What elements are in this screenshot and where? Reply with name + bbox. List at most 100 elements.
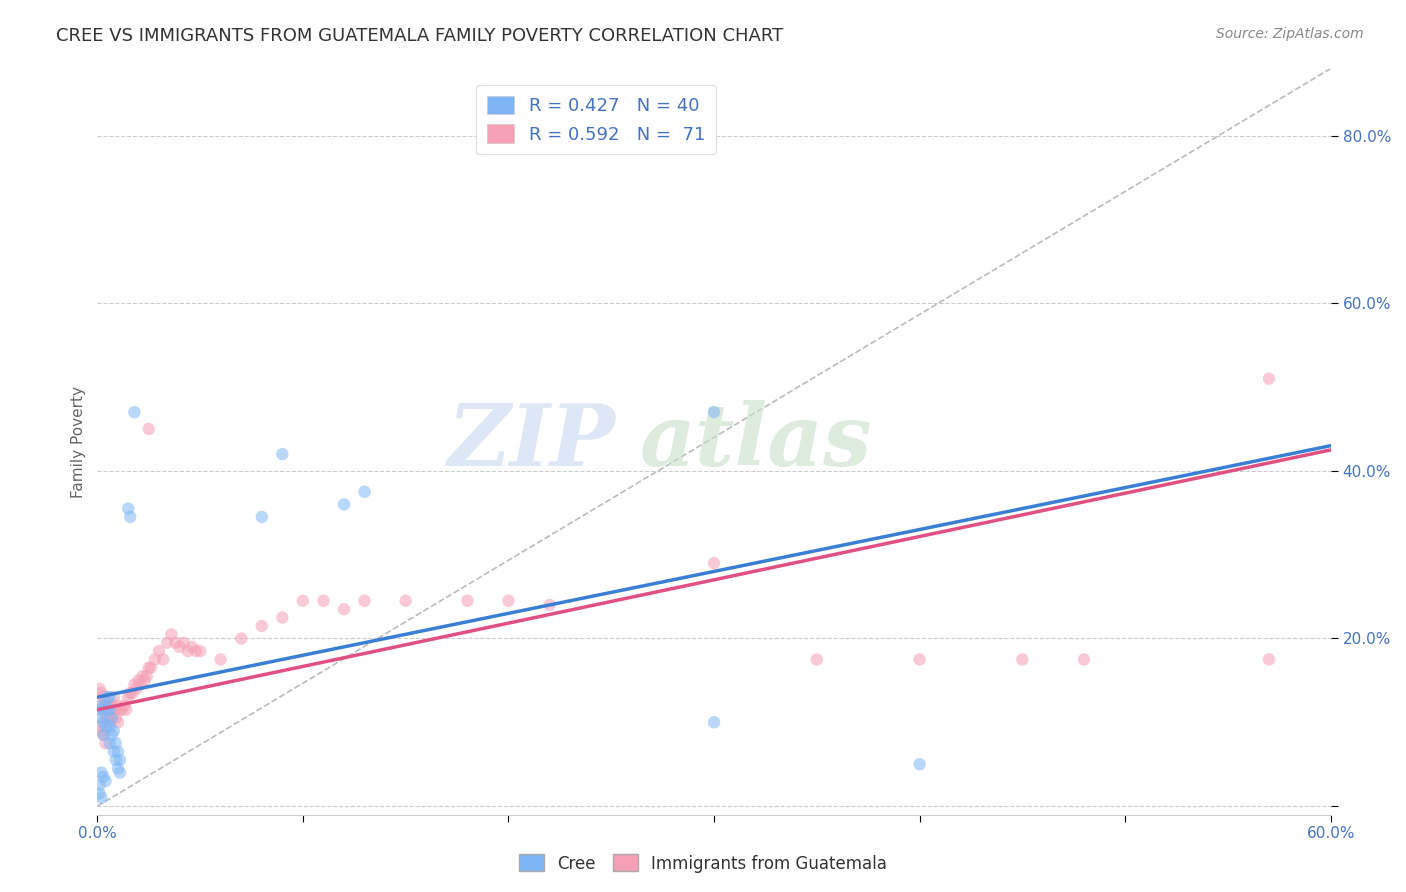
Point (353, 484, 375, 499)
Point (94, 774, 117, 789)
Point (93, 703, 115, 717)
Point (165, 635, 187, 649)
Point (333, 602, 356, 616)
Point (173, 635, 195, 649)
Point (97, 703, 120, 717)
Point (108, 753, 131, 767)
Point (108, 765, 131, 780)
Point (104, 711, 127, 725)
Point (93, 728, 115, 742)
Point (98, 690, 121, 705)
Point (124, 405, 146, 419)
Point (143, 652, 166, 666)
Text: CREE VS IMMIGRANTS FROM GUATEMALA FAMILY POVERTY CORRELATION CHART: CREE VS IMMIGRANTS FROM GUATEMALA FAMILY… (56, 27, 783, 45)
Point (250, 619, 273, 633)
Legend: Cree, Immigrants from Guatemala: Cree, Immigrants from Guatemala (512, 847, 894, 880)
Point (498, 594, 520, 608)
Point (98, 703, 121, 717)
Y-axis label: Family Poverty: Family Poverty (72, 385, 86, 498)
Point (104, 736, 127, 750)
Point (333, 497, 356, 511)
Point (90, 723, 112, 738)
Point (129, 677, 152, 691)
Point (1258, 652, 1281, 666)
Point (94, 719, 117, 733)
Point (134, 673, 156, 688)
Point (138, 422, 160, 436)
Point (177, 644, 200, 658)
Point (93, 690, 115, 705)
Point (94, 711, 117, 725)
Point (908, 757, 931, 772)
Point (97, 690, 120, 705)
Point (1011, 652, 1033, 666)
Point (908, 652, 931, 666)
Point (100, 711, 122, 725)
Point (806, 652, 828, 666)
Point (703, 715, 725, 730)
Point (115, 703, 138, 717)
Point (152, 652, 174, 666)
Point (100, 711, 122, 725)
Point (271, 447, 294, 461)
Point (107, 761, 129, 775)
Point (100, 728, 122, 742)
Point (184, 644, 207, 658)
Point (127, 673, 149, 688)
Point (188, 644, 211, 658)
Point (103, 723, 125, 738)
Point (90, 698, 112, 713)
Point (90, 686, 112, 700)
Point (353, 594, 375, 608)
Point (104, 753, 127, 767)
Point (100, 698, 122, 713)
Point (121, 686, 143, 700)
Point (250, 510, 273, 524)
Point (103, 745, 125, 759)
Point (180, 640, 202, 654)
Point (89, 787, 111, 801)
Point (312, 594, 335, 608)
Point (456, 594, 478, 608)
Point (117, 501, 139, 516)
Text: ZIP: ZIP (447, 400, 616, 483)
Point (112, 698, 135, 713)
Point (160, 627, 183, 641)
Legend: R = 0.427   N = 40, R = 0.592   N =  71: R = 0.427 N = 40, R = 0.592 N = 71 (477, 85, 716, 154)
Point (138, 661, 160, 675)
Point (120, 510, 142, 524)
Point (93, 770, 115, 784)
Point (107, 698, 129, 713)
Point (94, 698, 117, 713)
Point (148, 644, 170, 658)
Point (98, 736, 121, 750)
Point (97, 698, 120, 713)
Point (90, 711, 112, 725)
Point (124, 677, 146, 691)
Point (103, 690, 125, 705)
Point (209, 652, 232, 666)
Point (271, 610, 294, 624)
Point (89, 778, 111, 792)
Point (117, 690, 139, 705)
Point (169, 640, 191, 654)
Point (103, 703, 125, 717)
Point (231, 632, 253, 646)
Point (111, 703, 134, 717)
Point (98, 719, 121, 733)
Point (108, 703, 131, 717)
Point (90, 790, 112, 805)
Point (107, 715, 129, 730)
Point (156, 635, 179, 649)
Point (107, 745, 129, 759)
Point (125, 681, 148, 696)
Point (97, 711, 120, 725)
Point (94, 694, 117, 708)
Point (104, 703, 127, 717)
Point (1073, 652, 1095, 666)
Point (89, 719, 111, 733)
Point (98, 703, 121, 717)
Point (93, 715, 115, 730)
Point (291, 594, 314, 608)
Point (93, 703, 115, 717)
